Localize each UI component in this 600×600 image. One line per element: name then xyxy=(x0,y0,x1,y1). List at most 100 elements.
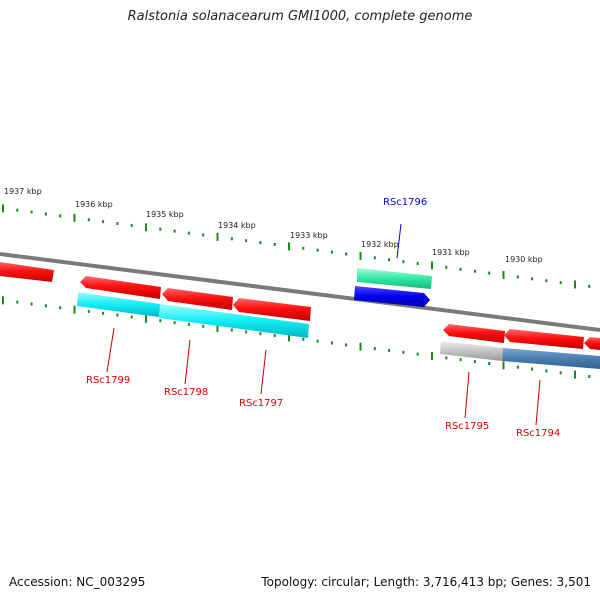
lower-tick xyxy=(459,358,462,362)
gene-arrow-rsc1796[interactable] xyxy=(354,286,430,307)
gene-label-rsc1798[interactable]: RSc1798 xyxy=(164,387,208,398)
upper-tick xyxy=(173,229,176,233)
upper-tick xyxy=(59,214,62,218)
lower-tick xyxy=(302,337,305,341)
lower-tick xyxy=(130,315,133,319)
upper-tick xyxy=(130,223,133,227)
upper-tick xyxy=(44,212,47,216)
lower-tick xyxy=(102,311,105,315)
lower-tick xyxy=(116,313,119,317)
lower-tick xyxy=(87,309,90,313)
gene-arrow-right-edge[interactable] xyxy=(584,337,600,350)
lower-tick xyxy=(202,324,205,328)
upper-tick xyxy=(473,269,476,273)
upper-tick xyxy=(416,262,419,266)
lower-tick xyxy=(230,328,233,332)
lower-tick xyxy=(445,356,448,360)
upper-tick xyxy=(330,250,333,254)
kbp-label-1932: 1932 kbp xyxy=(361,240,399,249)
upper-tick xyxy=(202,233,205,237)
upper-tick xyxy=(559,281,562,285)
cds-rsc1794[interactable] xyxy=(502,348,600,369)
upper-tick xyxy=(402,260,405,264)
cds-rsc1795[interactable] xyxy=(440,341,503,361)
upper-tick xyxy=(302,246,305,250)
lower-tick xyxy=(516,365,519,369)
kbp-label-1936: 1936 kbp xyxy=(75,200,113,209)
upper-tick xyxy=(259,241,262,245)
upper-tick xyxy=(16,208,19,212)
upper-tick xyxy=(316,248,319,252)
upper-tick xyxy=(388,258,391,262)
lower-tick-track xyxy=(2,296,591,379)
cds-rsc1796[interactable] xyxy=(357,268,432,289)
cds-rsc1799[interactable] xyxy=(77,292,160,317)
gene-label-rsc1796[interactable]: RSc1796 xyxy=(383,197,427,208)
kbp-label-1934: 1934 kbp xyxy=(218,221,256,230)
leader-rsc1799 xyxy=(106,327,115,373)
lower-tick xyxy=(488,362,491,365)
leader-rsc1796 xyxy=(396,223,402,259)
upper-tick xyxy=(216,232,219,241)
gene-label-rsc1795[interactable]: RSc1795 xyxy=(445,421,489,432)
lower-tick xyxy=(173,321,176,325)
gene-arrow-rsc1799[interactable] xyxy=(80,276,161,299)
upper-tick xyxy=(574,280,576,289)
lower-tick xyxy=(545,369,548,373)
kbp-label-1935: 1935 kbp xyxy=(146,210,184,219)
gene-label-rsc1799[interactable]: RSc1799 xyxy=(86,375,130,386)
lower-tick xyxy=(145,314,147,323)
upper-tick xyxy=(116,222,119,225)
upper-tick xyxy=(345,252,348,256)
upper-tick xyxy=(459,267,462,271)
gene-label-rsc1794[interactable]: RSc1794 xyxy=(516,428,560,439)
upper-tick xyxy=(359,251,362,260)
leader-rsc1795 xyxy=(464,371,470,419)
lower-tick xyxy=(73,305,76,314)
lower-tick xyxy=(273,334,276,338)
upper-tick xyxy=(187,231,190,235)
upper-tick xyxy=(431,261,433,270)
lower-tick xyxy=(431,352,433,360)
upper-tick xyxy=(273,243,276,246)
upper-tick xyxy=(230,237,233,241)
upper-tick xyxy=(502,271,505,279)
lower-tick xyxy=(2,296,4,305)
upper-tick xyxy=(288,242,290,251)
upper-tick xyxy=(30,210,33,214)
kbp-label-1937: 1937 kbp xyxy=(4,187,42,196)
genome-title: Ralstonia solanacearum GMI1000, complete… xyxy=(127,9,473,24)
lower-tick xyxy=(502,361,505,370)
kbp-label-1930: 1930 kbp xyxy=(505,255,543,264)
lower-tick xyxy=(588,375,591,378)
upper-tick xyxy=(373,256,376,260)
leader-rsc1794 xyxy=(535,379,541,426)
lower-tick xyxy=(187,322,190,326)
gene-arrow-rsc1798[interactable] xyxy=(162,288,233,310)
lower-tick xyxy=(216,324,219,333)
upper-tick xyxy=(87,218,90,222)
lower-tick xyxy=(531,367,534,371)
gene-label-rsc1797[interactable]: RSc1797 xyxy=(239,398,283,409)
upper-tick xyxy=(2,204,4,213)
cds-rsc1798-1797[interactable] xyxy=(159,304,309,338)
gene-arrow-rsc1795[interactable] xyxy=(443,324,505,343)
lower-tick xyxy=(574,370,576,379)
lower-tick xyxy=(359,342,362,351)
upper-tick xyxy=(73,213,76,222)
gene-arrow-left-edge[interactable] xyxy=(0,262,54,282)
upper-tick xyxy=(245,239,248,243)
leader-rsc1798 xyxy=(184,339,191,385)
lower-tick xyxy=(259,332,262,336)
accession-text: Accession: NC_003295 xyxy=(9,575,146,589)
upper-tick xyxy=(445,265,448,269)
upper-tick xyxy=(516,275,519,279)
gene-arrow-rsc1794[interactable] xyxy=(504,329,584,349)
lower-tick xyxy=(559,371,562,375)
gene-arrow-rsc1797[interactable] xyxy=(233,298,311,321)
lower-tick xyxy=(330,341,333,345)
kbp-label-1931: 1931 kbp xyxy=(432,248,470,257)
lower-tick xyxy=(345,343,348,347)
lower-tick xyxy=(316,339,319,343)
lower-tick xyxy=(388,349,391,352)
